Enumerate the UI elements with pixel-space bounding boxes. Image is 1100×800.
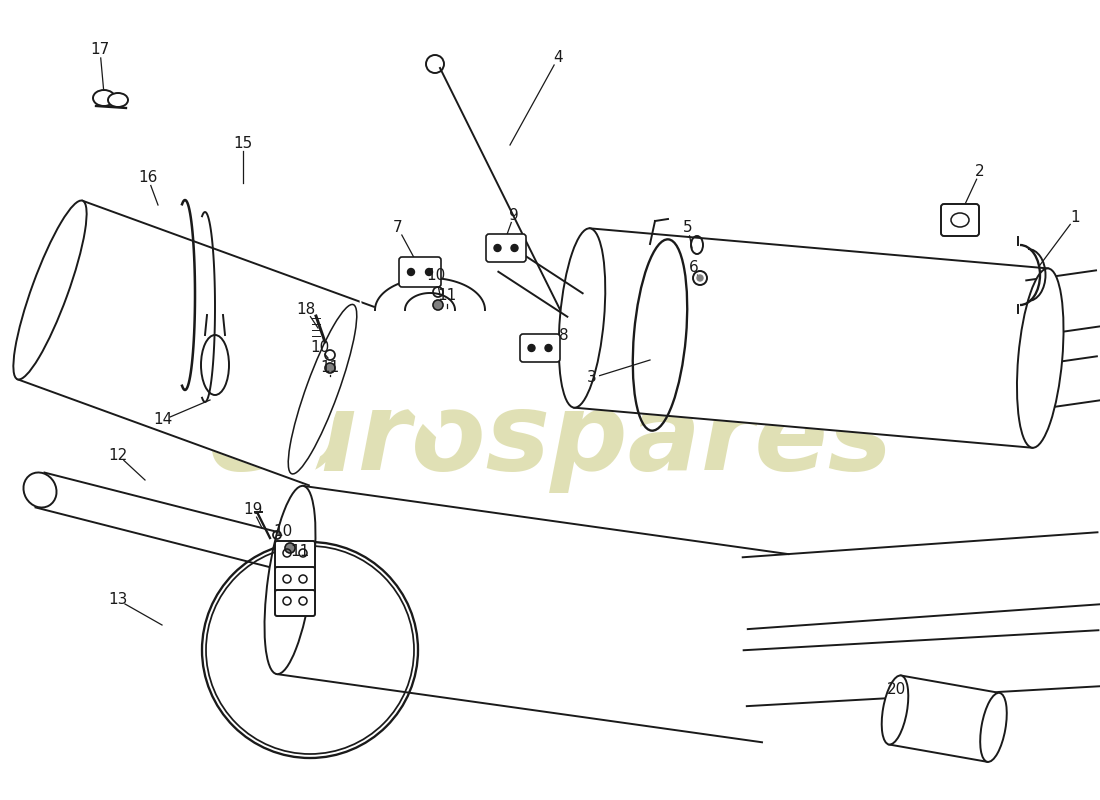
Circle shape	[512, 245, 518, 251]
Ellipse shape	[13, 201, 87, 379]
Circle shape	[285, 543, 295, 553]
Polygon shape	[18, 201, 374, 486]
Ellipse shape	[882, 675, 909, 745]
FancyBboxPatch shape	[486, 234, 526, 262]
Ellipse shape	[23, 473, 56, 507]
Polygon shape	[35, 473, 299, 573]
Text: 15: 15	[233, 135, 253, 150]
Polygon shape	[889, 675, 1000, 762]
Text: 13: 13	[108, 593, 128, 607]
FancyBboxPatch shape	[275, 590, 315, 616]
Polygon shape	[277, 486, 789, 742]
Text: 16: 16	[139, 170, 157, 186]
Ellipse shape	[1018, 269, 1064, 448]
FancyBboxPatch shape	[520, 334, 560, 362]
Ellipse shape	[559, 228, 605, 408]
Text: eurospares: eurospares	[207, 387, 893, 493]
Text: a passion for parts since 1985: a passion for parts since 1985	[288, 494, 652, 646]
Polygon shape	[1026, 270, 1100, 336]
Text: 11: 11	[320, 361, 340, 375]
Text: 4: 4	[553, 50, 563, 66]
Circle shape	[528, 345, 535, 351]
Text: 19: 19	[243, 502, 263, 518]
Text: 18: 18	[296, 302, 316, 318]
Polygon shape	[574, 228, 1048, 448]
FancyBboxPatch shape	[940, 204, 979, 236]
Circle shape	[433, 300, 443, 310]
Polygon shape	[1027, 356, 1100, 410]
FancyBboxPatch shape	[399, 257, 441, 287]
Text: 1: 1	[1070, 210, 1080, 226]
Text: 20: 20	[888, 682, 906, 698]
Text: 2: 2	[976, 165, 984, 179]
Polygon shape	[744, 630, 1100, 706]
Text: 17: 17	[90, 42, 110, 58]
Text: 9: 9	[509, 207, 519, 222]
Circle shape	[426, 269, 432, 275]
Text: 10: 10	[310, 341, 330, 355]
Text: 10: 10	[427, 267, 446, 282]
Text: 11: 11	[438, 289, 456, 303]
FancyBboxPatch shape	[275, 541, 315, 569]
Circle shape	[407, 269, 415, 275]
Text: 10: 10	[274, 525, 293, 539]
Ellipse shape	[108, 93, 128, 107]
Ellipse shape	[980, 693, 1006, 762]
Text: 6: 6	[689, 261, 698, 275]
Text: 12: 12	[109, 447, 128, 462]
Text: 3: 3	[587, 370, 597, 386]
Circle shape	[494, 245, 501, 251]
Circle shape	[544, 345, 552, 351]
Text: 11: 11	[290, 545, 309, 559]
Ellipse shape	[94, 90, 115, 106]
Ellipse shape	[264, 486, 316, 674]
Text: 7: 7	[393, 221, 403, 235]
Polygon shape	[498, 248, 583, 317]
Text: 5: 5	[683, 221, 693, 235]
FancyBboxPatch shape	[275, 567, 315, 593]
Circle shape	[324, 363, 336, 373]
Text: 14: 14	[153, 413, 173, 427]
Circle shape	[697, 275, 703, 281]
Polygon shape	[742, 532, 1100, 629]
Text: 8: 8	[559, 327, 569, 342]
